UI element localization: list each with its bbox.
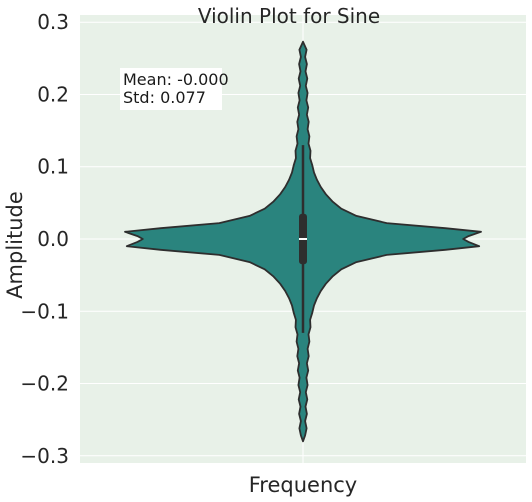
y-axis-label: Amplitude xyxy=(3,191,27,299)
y-tick-label-0: 0.3 xyxy=(37,10,69,34)
chart-title: Violin Plot for Sine xyxy=(198,4,380,28)
y-tick-label-3: 0.0 xyxy=(37,227,69,251)
y-tick-label-6: −0.3 xyxy=(20,444,69,468)
y-tick-label-2: 0.1 xyxy=(37,155,69,179)
stats-annotation: Mean: -0.000 Std: 0.077 xyxy=(120,68,229,110)
x-axis-label: Frequency xyxy=(249,473,358,497)
y-tick-label-1: 0.2 xyxy=(37,82,69,106)
stats-std-text: Std: 0.077 xyxy=(123,88,206,107)
violin-layer xyxy=(124,40,482,443)
y-tick-label-4: −0.1 xyxy=(20,299,69,323)
stats-annotation-box xyxy=(120,68,222,110)
y-tick-label-5: −0.2 xyxy=(20,372,69,396)
y-tick-labels: 0.3 0.2 0.1 0.0 −0.1 −0.2 −0.3 xyxy=(20,10,69,468)
stats-mean-text: Mean: -0.000 xyxy=(123,70,229,89)
